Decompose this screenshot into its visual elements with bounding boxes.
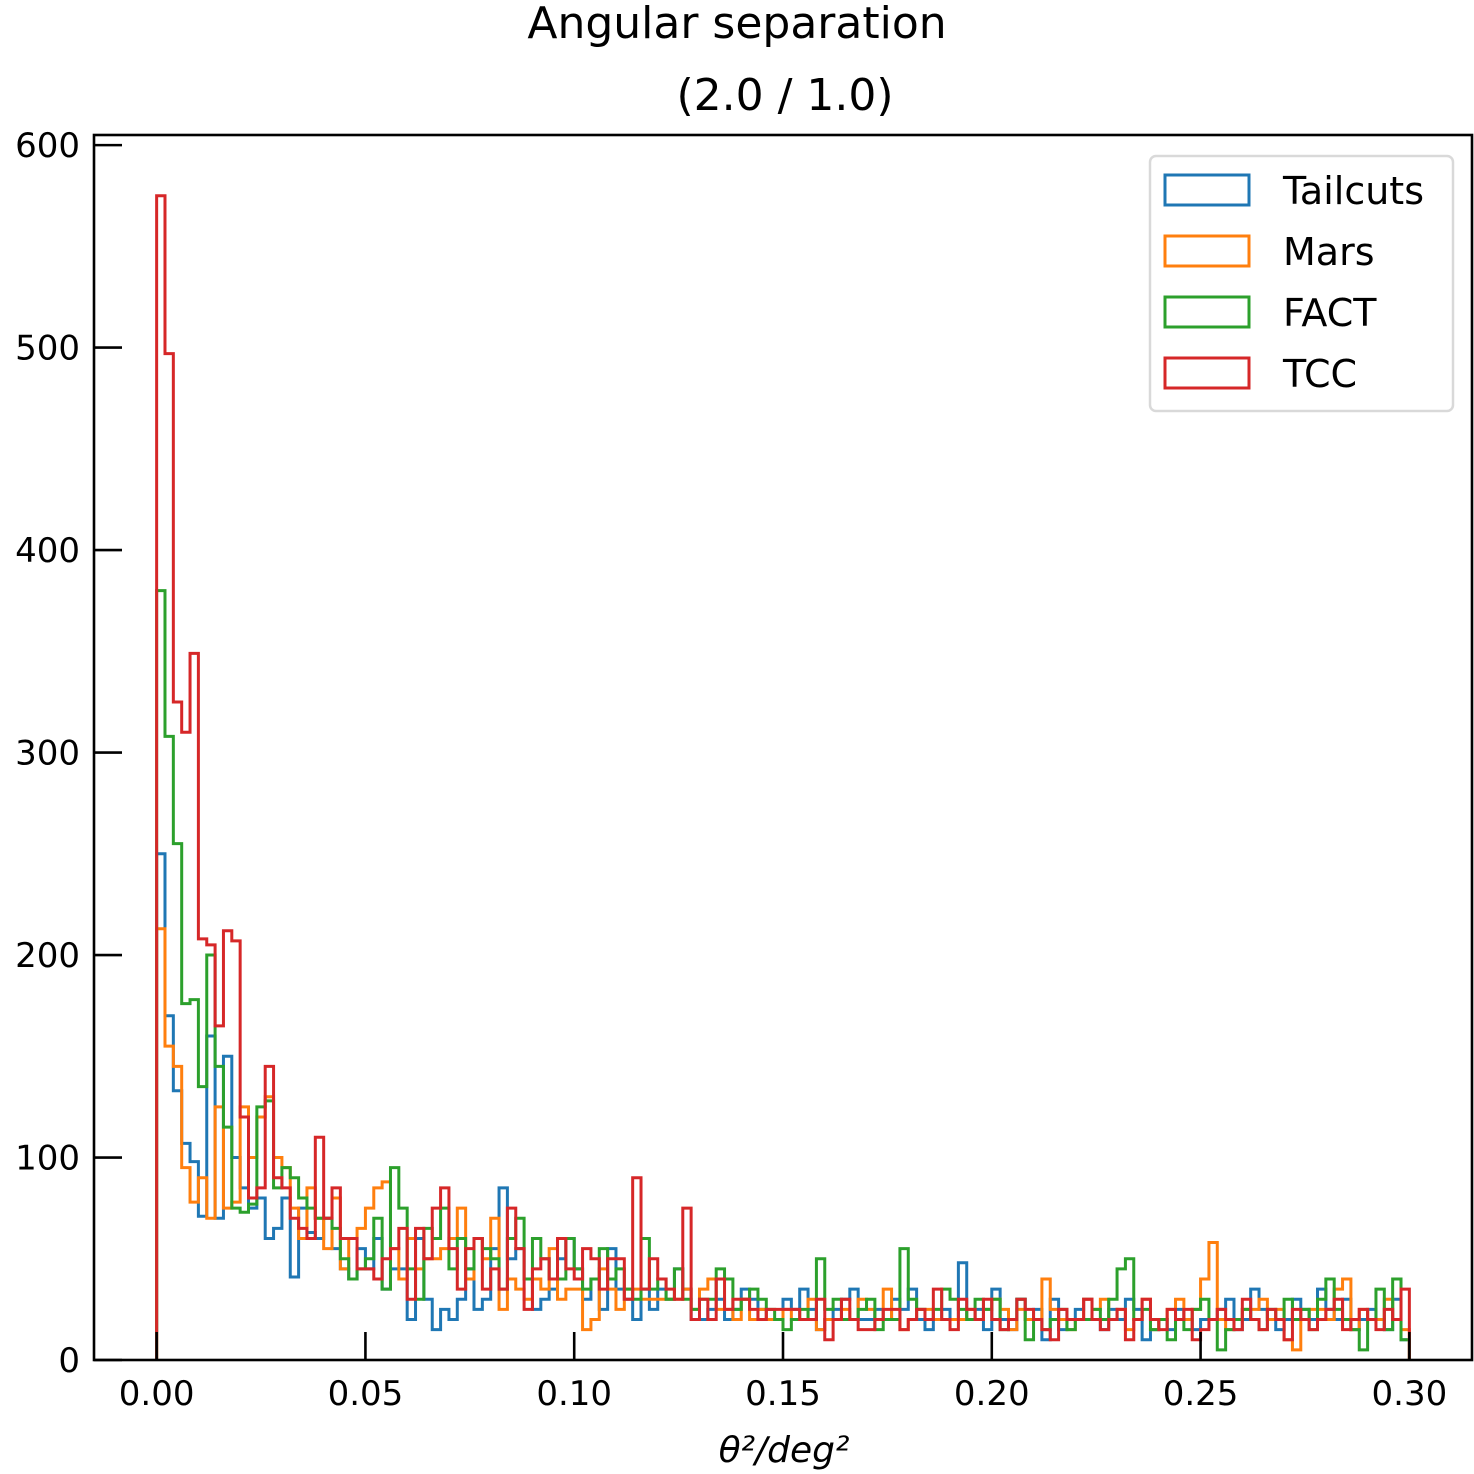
y-tick-label: 500 <box>15 329 80 369</box>
x-tick-label: 0.15 <box>745 1374 821 1414</box>
chart-title: Angular separation <box>527 0 946 49</box>
x-tick-label: 0.00 <box>119 1374 195 1414</box>
y-tick-label: 200 <box>15 936 80 976</box>
legend-label-tailcuts: Tailcuts <box>1282 169 1424 213</box>
series-fact-step <box>155 589 1411 1360</box>
x-axis-label: θ²/deg² <box>719 1430 850 1471</box>
x-tick-label: 0.20 <box>954 1374 1030 1414</box>
y-tick-label: 100 <box>15 1139 80 1179</box>
y-tick-label: 600 <box>15 126 80 166</box>
legend-items: Tailcuts Mars FACT TCC <box>1163 169 1424 396</box>
legend: Tailcuts Mars FACT TCC <box>1148 154 1455 413</box>
legend-label-tcc: TCC <box>1282 352 1357 396</box>
x-axis-ticks: 0.00 0.05 0.10 0.15 0.20 0.25 0.30 <box>119 1332 1447 1414</box>
legend-swatch-tcc <box>1163 356 1251 390</box>
series-layer <box>155 194 1411 1360</box>
series-tailcuts-step <box>155 852 1411 1360</box>
chart-subtitle: (2.0 / 1.0) <box>676 70 893 121</box>
x-tick-label: 0.10 <box>536 1374 612 1414</box>
x-tick-label: 0.25 <box>1163 1374 1239 1414</box>
legend-swatch-mars <box>1163 234 1251 268</box>
legend-swatch-fact <box>1163 295 1251 329</box>
x-tick-label: 0.05 <box>328 1374 404 1414</box>
legend-swatch-tailcuts <box>1163 173 1251 207</box>
series-mars-step <box>155 927 1411 1360</box>
legend-label-fact: FACT <box>1283 291 1377 335</box>
y-tick-label: 400 <box>15 531 80 571</box>
legend-frame <box>1148 154 1455 413</box>
y-axis-ticks: 0 100 200 300 400 500 600 <box>15 126 122 1381</box>
y-tick-label: 0 <box>58 1341 80 1381</box>
x-tick-label: 0.30 <box>1372 1374 1448 1414</box>
y-tick-label: 300 <box>15 734 80 774</box>
legend-label-mars: Mars <box>1283 230 1375 274</box>
series-tcc-step <box>155 194 1411 1360</box>
